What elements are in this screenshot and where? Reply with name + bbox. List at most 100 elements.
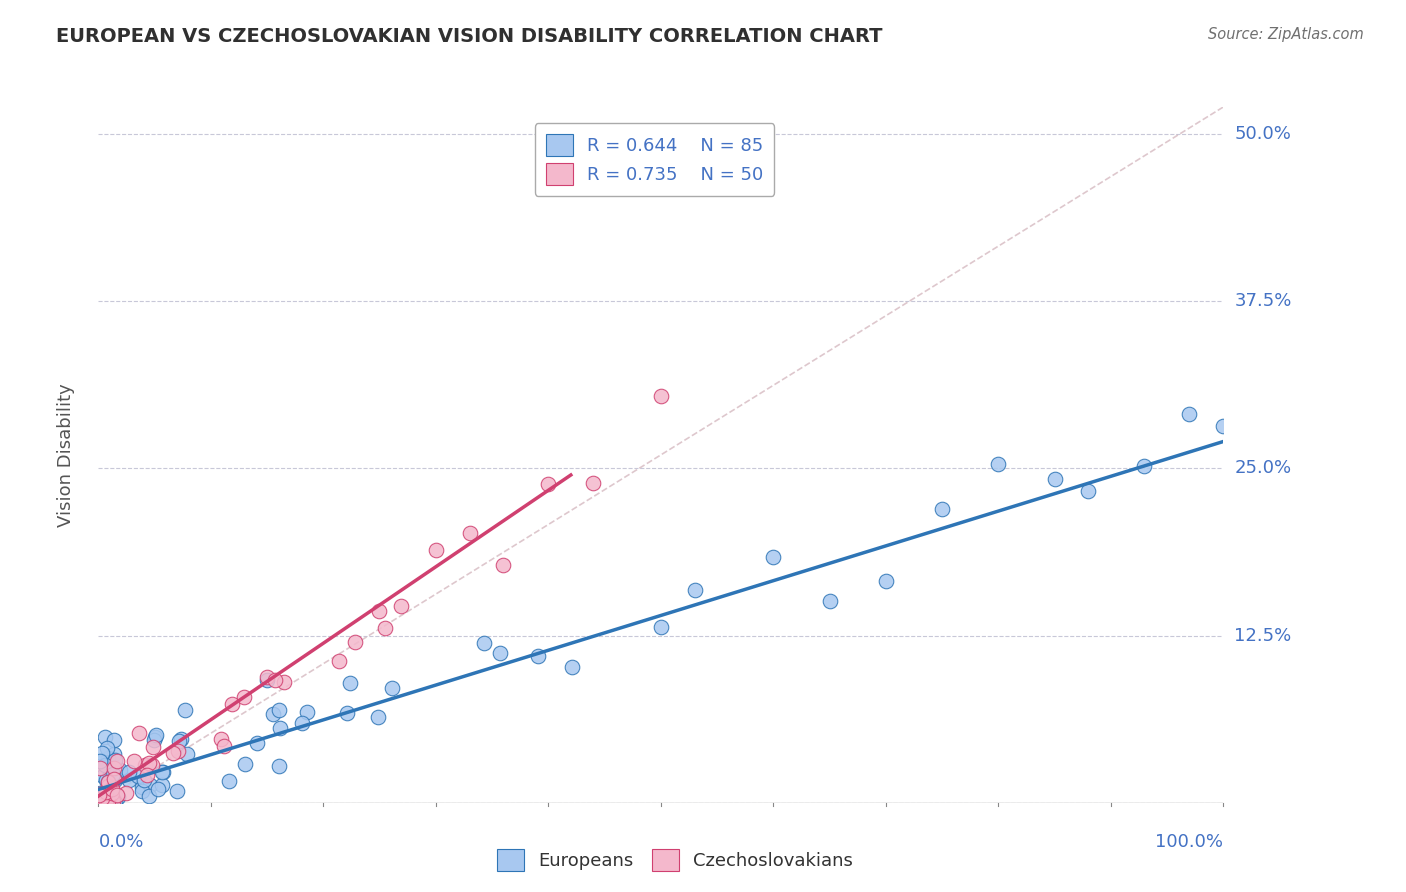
Point [101, 782, 124, 797]
Point [295, 706, 318, 720]
Point [104, 753, 127, 767]
Point [166, 784, 188, 798]
Point [1178, 407, 1201, 421]
Point [339, 675, 361, 690]
Point [90, 791, 112, 805]
Point [209, 731, 232, 746]
Point [134, 757, 156, 772]
Point [96, 784, 118, 798]
Point [136, 767, 159, 781]
Point [105, 789, 128, 803]
Point [97, 780, 120, 795]
Point [87, 789, 110, 803]
Point [97, 775, 120, 789]
Point [96, 785, 118, 799]
Point [91, 747, 114, 761]
Point [150, 765, 173, 780]
Point [107, 789, 129, 804]
Point [94, 730, 117, 744]
Point [89, 761, 111, 775]
Point [91, 769, 114, 783]
Point [101, 795, 124, 808]
Text: 12.5%: 12.5% [1234, 626, 1292, 645]
Point [233, 756, 256, 771]
Point [100, 795, 122, 808]
Point [367, 710, 389, 724]
Point [218, 774, 240, 789]
Point [273, 675, 295, 690]
Point [488, 646, 510, 660]
Point [328, 653, 350, 667]
Point [97, 795, 120, 808]
Point [683, 582, 706, 597]
Point [124, 754, 146, 768]
Point [100, 784, 122, 798]
Point [527, 648, 550, 663]
Point [127, 769, 149, 783]
Point [537, 476, 560, 491]
Point [131, 780, 153, 794]
Point [561, 660, 583, 674]
Point [246, 736, 269, 750]
Point [650, 620, 672, 634]
Point [110, 763, 132, 777]
Point [104, 772, 127, 787]
Point [152, 764, 174, 779]
Point [98, 795, 121, 808]
Point [138, 756, 160, 770]
Y-axis label: Vision Disability: Vision Disability [56, 383, 75, 527]
Point [291, 715, 314, 730]
Point [818, 593, 841, 607]
Point [93, 787, 115, 801]
Point [264, 673, 287, 687]
Point [492, 558, 515, 572]
Point [132, 773, 155, 788]
Text: Source: ZipAtlas.com: Source: ZipAtlas.com [1208, 27, 1364, 42]
Point [118, 764, 141, 779]
Point [89, 786, 111, 800]
Point [103, 747, 125, 761]
Point [1043, 471, 1066, 485]
Point [381, 681, 404, 695]
Point [138, 778, 160, 792]
Point [987, 457, 1010, 471]
Point [931, 502, 953, 516]
Point [1212, 418, 1234, 433]
Point [1133, 459, 1156, 474]
Point [167, 744, 190, 758]
Point [425, 542, 447, 557]
Point [94, 786, 117, 800]
Point [118, 772, 141, 787]
Point [150, 778, 173, 792]
Point [141, 757, 163, 772]
Point [221, 697, 243, 711]
Point [458, 525, 481, 540]
Legend: Europeans, Czechoslovakians: Europeans, Czechoslovakians [489, 842, 860, 879]
Point [128, 726, 150, 740]
Point [146, 782, 169, 797]
Text: EUROPEAN VS CZECHOSLOVAKIAN VISION DISABILITY CORRELATION CHART: EUROPEAN VS CZECHOSLOVAKIAN VISION DISAB… [56, 27, 883, 45]
Point [374, 621, 396, 635]
Point [176, 747, 198, 761]
Text: 100.0%: 100.0% [1156, 833, 1223, 851]
Point [89, 754, 111, 768]
Point [90, 795, 112, 808]
Point [103, 761, 125, 775]
Point [875, 574, 897, 588]
Point [97, 795, 120, 808]
Point [367, 604, 389, 618]
Point [389, 599, 412, 613]
Point [173, 703, 195, 717]
Point [93, 795, 115, 808]
Point [98, 762, 121, 776]
Point [212, 739, 235, 753]
Point [103, 772, 125, 787]
Point [142, 739, 165, 754]
Point [145, 728, 167, 742]
Point [97, 751, 120, 765]
Point [100, 767, 122, 781]
Point [94, 772, 117, 787]
Point [104, 795, 127, 808]
Point [94, 790, 117, 805]
Point [100, 789, 122, 803]
